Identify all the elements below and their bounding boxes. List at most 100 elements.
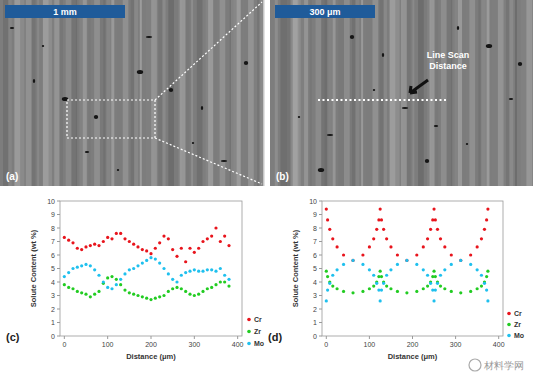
tick [412, 336, 413, 339]
data-point [154, 257, 157, 260]
panel-label: (d) [268, 331, 282, 343]
pore [192, 142, 194, 144]
data-point [184, 290, 187, 293]
data-point [351, 259, 354, 262]
data-point [331, 284, 334, 287]
tick-label: 8 [51, 225, 55, 232]
texture-streak [378, 0, 383, 186]
data-point [396, 253, 399, 256]
data-point [486, 299, 489, 302]
texture-streak [355, 0, 359, 186]
panel-label: (c) [6, 331, 20, 343]
data-point [123, 272, 126, 275]
data-point [219, 240, 222, 243]
tick-label: 7 [313, 238, 317, 245]
tick-label: 4 [313, 279, 317, 286]
data-point [210, 286, 213, 289]
data-point [167, 272, 170, 275]
data-point [93, 243, 96, 246]
data-point [326, 289, 329, 292]
legend-label: Zr [514, 321, 521, 328]
tick [319, 241, 322, 242]
data-point [429, 282, 432, 285]
data-point [335, 245, 338, 248]
pore [509, 98, 513, 100]
data-point [434, 218, 437, 221]
data-point [197, 247, 200, 250]
pore [42, 45, 44, 47]
data-point [97, 274, 100, 277]
data-point [429, 228, 432, 231]
pore [10, 27, 14, 29]
data-point [93, 293, 96, 296]
tick [57, 255, 60, 256]
pore [518, 62, 522, 66]
data-point [375, 282, 378, 285]
legend-swatch [247, 330, 251, 334]
tick [319, 295, 322, 296]
texture-streak [504, 0, 510, 186]
micrograph-bg [0, 0, 263, 186]
data-point [167, 237, 170, 240]
tick [57, 282, 60, 283]
x-axis-label: Distance (μm) [126, 352, 176, 361]
data-point [162, 294, 165, 297]
data-point [201, 240, 204, 243]
data-point [123, 237, 126, 240]
pore [318, 168, 324, 172]
texture-streak [430, 0, 435, 186]
data-point [485, 275, 488, 278]
data-point [469, 290, 472, 293]
data-point [476, 245, 479, 248]
tick-label: 6 [51, 252, 55, 259]
texture-streak [481, 0, 486, 186]
tick-label: 300 [188, 341, 200, 348]
texture-streak [128, 0, 134, 186]
legend-swatch [507, 323, 511, 327]
data-point [76, 247, 79, 250]
texture-streak [242, 0, 244, 186]
data-point [119, 232, 122, 235]
data-point [379, 270, 382, 273]
annotation: Line ScanDistance [427, 50, 470, 71]
tick [151, 336, 152, 339]
data-point [80, 264, 83, 267]
tick [64, 336, 65, 339]
tick [57, 214, 60, 215]
data-point [385, 284, 388, 287]
data-point [141, 248, 144, 251]
data-point [136, 264, 139, 267]
data-point [84, 293, 87, 296]
texture-streak [310, 0, 312, 186]
tick-label: 5 [51, 265, 55, 272]
plot-frame [322, 201, 503, 336]
data-point [110, 275, 113, 278]
data-point [469, 253, 472, 256]
texture-streak [208, 0, 213, 186]
data-point [210, 268, 213, 271]
legend-swatch [507, 312, 511, 316]
data-point [335, 287, 338, 290]
data-point [368, 245, 371, 248]
data-point [132, 293, 135, 296]
data-point [476, 268, 479, 271]
data-point [71, 241, 74, 244]
tick-label: 9 [51, 211, 55, 218]
tick-label: 6 [313, 252, 317, 259]
data-point [379, 299, 382, 302]
data-point [115, 232, 118, 235]
pore [382, 53, 384, 57]
data-point [325, 270, 328, 273]
data-point [115, 278, 118, 281]
data-point [450, 253, 453, 256]
data-point [206, 268, 209, 271]
tick-label: 200 [145, 341, 157, 348]
data-point [415, 290, 418, 293]
chart: 0123456789100100200300400Distance (μm)So… [268, 198, 524, 362]
tick-label: 0 [62, 341, 66, 348]
tick-label: 1 [313, 319, 317, 326]
data-point [380, 218, 383, 221]
data-point [480, 237, 483, 240]
data-point [71, 287, 74, 290]
tick-label: 10 [47, 198, 55, 205]
